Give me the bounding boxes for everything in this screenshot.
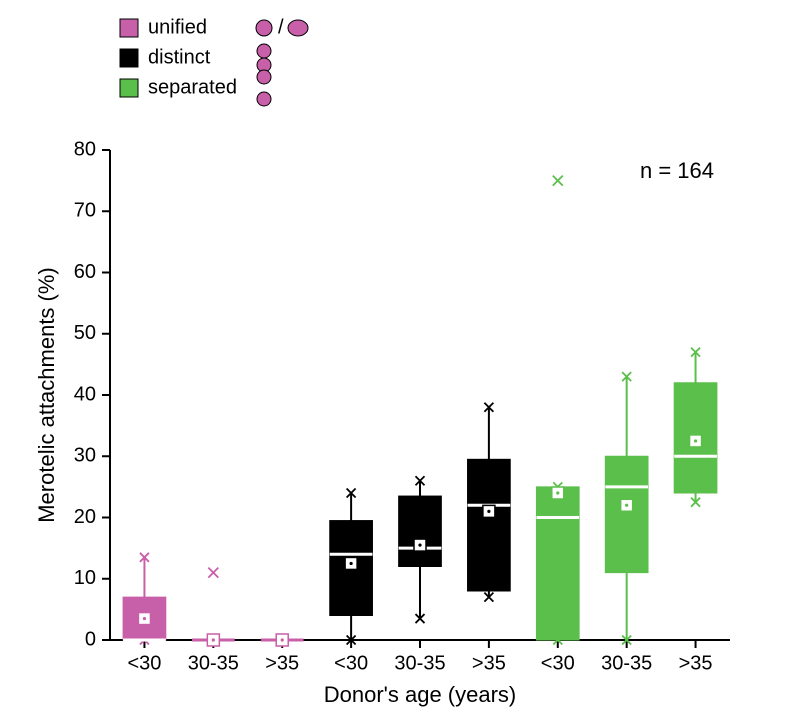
chart-svg: 0 10 20 30 40 50 60 70 80 Merotelic attachments (…: [0, 0, 787, 722]
svg-text:<30: <30: [127, 652, 161, 674]
svg-text:50: 50: [74, 322, 96, 344]
svg-text:20: 20: [74, 506, 96, 528]
svg-text:30-35: 30-35: [188, 652, 239, 674]
svg-text:>35: >35: [472, 652, 506, 674]
svg-text:<30: <30: [334, 652, 368, 674]
svg-text:separated: separated: [148, 76, 237, 98]
svg-text:distinct: distinct: [148, 46, 211, 68]
svg-text:>35: >35: [265, 652, 299, 674]
svg-text:30-35: 30-35: [601, 652, 652, 674]
svg-text:Donor's age (years): Donor's age (years): [324, 682, 517, 707]
svg-text:80: 80: [74, 138, 96, 160]
svg-text:0: 0: [85, 628, 96, 650]
svg-text:30: 30: [74, 445, 96, 467]
svg-text:40: 40: [74, 383, 96, 405]
svg-text:<30: <30: [541, 652, 575, 674]
svg-text:30-35: 30-35: [394, 652, 445, 674]
boxplot-chart: 0 10 20 30 40 50 60 70 80 Merotelic attachments (…: [0, 0, 787, 722]
svg-text:unified: unified: [148, 16, 207, 38]
svg-text:70: 70: [74, 200, 96, 222]
svg-text:/: /: [278, 16, 284, 38]
svg-text:>35: >35: [679, 652, 713, 674]
svg-text:10: 10: [74, 567, 96, 589]
svg-text:n = 164: n = 164: [640, 158, 714, 183]
svg-text:Merotelic attachments (%): Merotelic attachments (%): [34, 267, 59, 523]
svg-text:60: 60: [74, 261, 96, 283]
